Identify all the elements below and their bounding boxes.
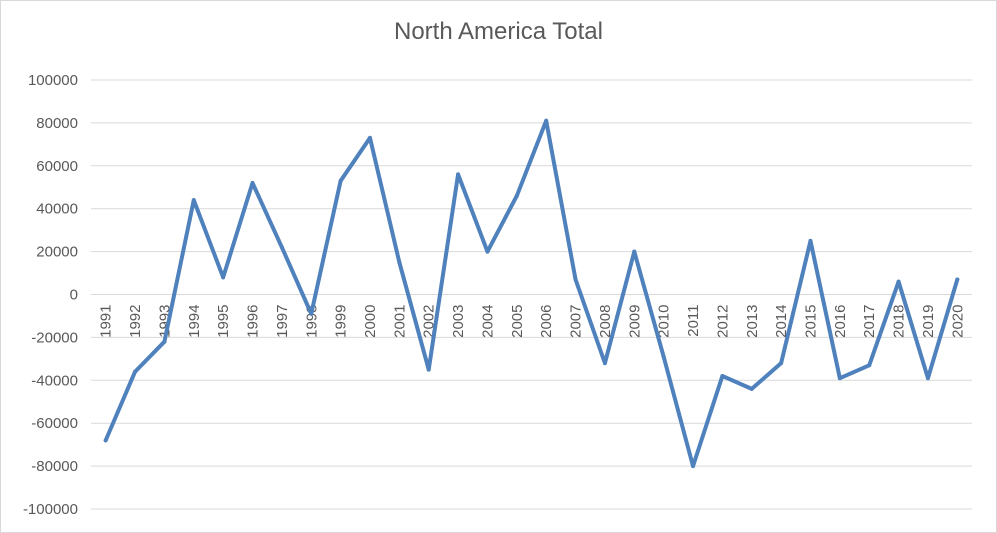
data-point [896, 279, 901, 284]
data-point [250, 180, 255, 185]
x-tick-label: 2012 [714, 305, 731, 338]
data-point [925, 376, 930, 381]
data-point [691, 464, 696, 469]
data-point [837, 376, 842, 381]
data-point [279, 245, 284, 250]
y-tick-label: -60000 [31, 415, 78, 432]
data-point [162, 339, 167, 344]
data-point [338, 178, 343, 183]
data-point [779, 361, 784, 366]
x-tick-label: 2004 [479, 305, 496, 338]
data-point [397, 260, 402, 265]
data-point [133, 369, 138, 374]
x-tick-label: 2015 [802, 305, 819, 338]
x-tick-label: 2005 [509, 305, 526, 338]
data-point [309, 311, 314, 316]
y-tick-label: -20000 [31, 329, 78, 346]
chart-title: North America Total [394, 18, 603, 45]
x-tick-label: 2008 [597, 305, 614, 338]
data-point [103, 438, 108, 443]
data-point [221, 275, 226, 280]
x-tick-label: 2011 [685, 305, 702, 337]
y-tick-label: -40000 [31, 372, 78, 389]
data-point [426, 367, 431, 372]
data-point [367, 135, 372, 140]
x-tick-label: 2009 [626, 305, 643, 338]
x-tick-label: 1994 [186, 305, 203, 338]
data-point [808, 238, 813, 243]
data-point [573, 277, 578, 282]
y-tick-label: 80000 [36, 115, 78, 132]
data-point [514, 193, 519, 198]
x-tick-label: 2006 [538, 305, 555, 338]
data-point [602, 361, 607, 366]
x-tick-label: 1992 [127, 305, 144, 338]
data-point [955, 277, 960, 282]
data-point [544, 118, 549, 123]
data-point [749, 386, 754, 391]
data-point [720, 374, 725, 379]
y-tick-label: 0 [70, 287, 78, 304]
data-point [867, 363, 872, 368]
x-tick-label: 2001 [391, 305, 408, 338]
x-tick-label: 2018 [891, 305, 908, 338]
x-tick-label: 2007 [568, 305, 585, 338]
x-tick-label: 1998 [303, 305, 320, 338]
data-point [191, 198, 196, 203]
y-tick-label: 40000 [36, 201, 78, 218]
series-layer [103, 118, 960, 469]
y-tick-label: -80000 [31, 458, 78, 475]
data-point [661, 354, 666, 359]
y-tick-label: 60000 [36, 158, 78, 175]
data-point [632, 249, 637, 254]
gridlines [91, 79, 972, 510]
x-tick-label: 2020 [949, 305, 966, 338]
x-axis: 1991 1992 1993 1994 1995 1996 1997 1998 1999 2000… [98, 305, 967, 338]
series-line [103, 118, 960, 469]
data-point [456, 172, 461, 177]
x-tick-label: 1997 [274, 305, 291, 338]
y-tick-label: -100000 [23, 501, 78, 518]
x-tick-label: 2000 [362, 305, 379, 338]
x-tick-label: 2016 [832, 305, 849, 338]
data-point [485, 249, 490, 254]
x-tick-label: 1999 [333, 305, 350, 338]
x-tick-label: 2017 [861, 305, 878, 338]
y-axis: 100000 80000 60000 40000 20000 0 -20000 -40000 -… [23, 72, 78, 518]
x-tick-label: 2013 [744, 305, 761, 338]
y-tick-label: 100000 [28, 72, 78, 89]
x-tick-label: 1991 [98, 305, 115, 338]
x-tick-label: 2010 [656, 305, 673, 338]
y-tick-label: 20000 [36, 244, 78, 261]
x-tick-label: 2019 [920, 305, 937, 338]
x-tick-label: 1995 [215, 305, 232, 338]
x-tick-label: 1996 [245, 305, 262, 338]
x-tick-label: 2003 [450, 305, 467, 338]
x-tick-label: 2014 [773, 305, 790, 338]
